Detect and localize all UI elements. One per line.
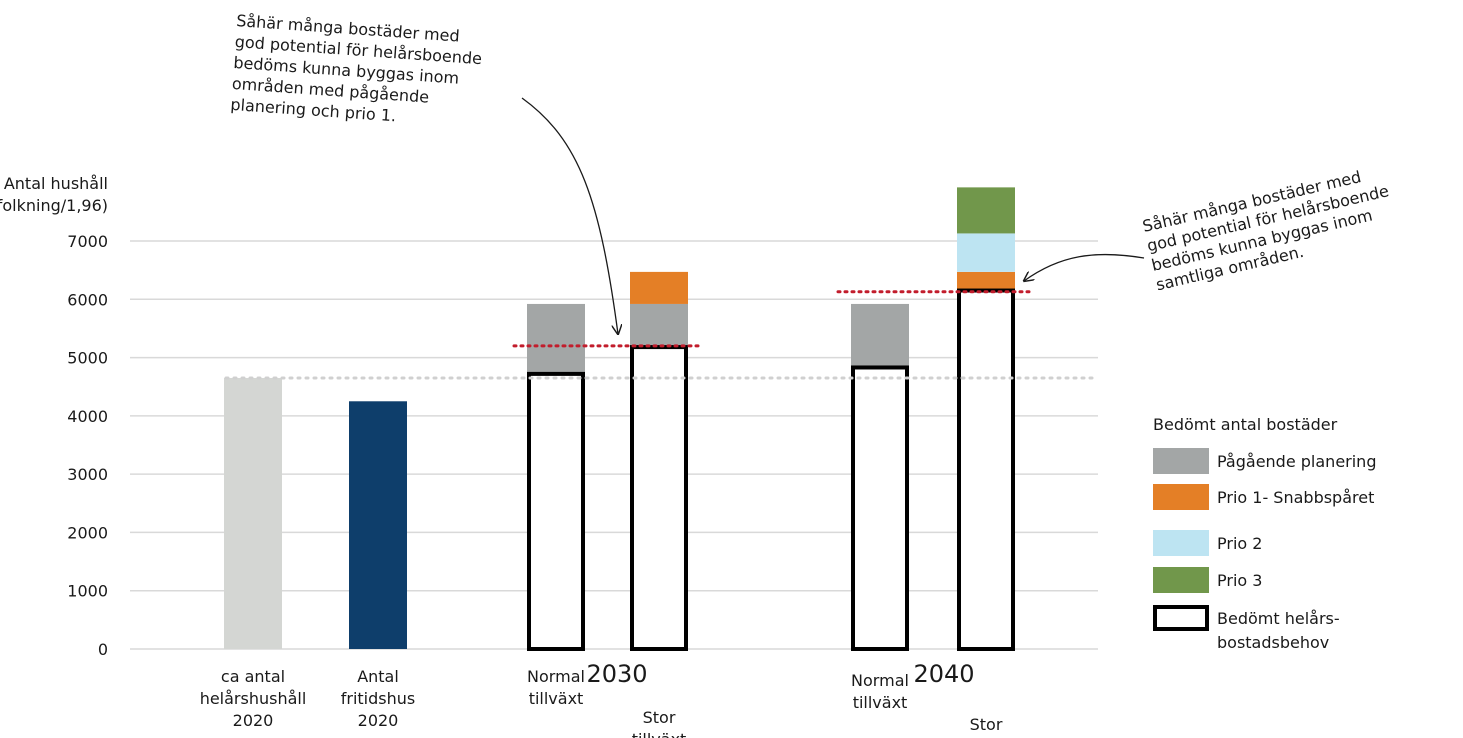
text-line: Antal hushåll xyxy=(4,174,108,193)
year-label: 2030 xyxy=(586,660,647,688)
text-line: tillväxt xyxy=(632,730,687,738)
annotation-text-2040: Såhär många bostäder medgod potential fö… xyxy=(1141,162,1400,295)
text-line: (befolkning/1,96) xyxy=(0,196,108,215)
legend-title: Bedömt antal bostäder xyxy=(1153,415,1338,434)
bar-need-outline xyxy=(630,345,688,651)
text-line: Pågående planering xyxy=(1217,452,1376,471)
x-category-label: Normal tillväxt xyxy=(851,671,909,712)
x-category-label: Stor tillväxt xyxy=(632,708,687,738)
legend-label: Prio 2 xyxy=(1217,534,1262,553)
text-line: tillväxt xyxy=(529,689,584,708)
annotation-arrow-2040 xyxy=(1024,253,1145,281)
text-line: 2020 xyxy=(233,711,274,730)
legend-swatch xyxy=(1153,530,1209,556)
x-category-labels: ca antal helårshushåll 2020 Antal fritidshus… xyxy=(200,660,1014,738)
reference-lines xyxy=(224,290,1100,380)
bar-segment-prio2 xyxy=(957,233,1015,272)
annotation-text-2030: Såhär många bostäder medgod potential fö… xyxy=(230,11,484,131)
text-line: Prio 3 xyxy=(1217,571,1262,590)
y-tick-label: 7000 xyxy=(67,232,108,251)
bar-segment-pagaende xyxy=(527,303,585,378)
y-axis-label: Antal hushåll (befolkning/1,96) xyxy=(0,174,108,215)
legend-swatch xyxy=(1153,484,1209,510)
y-tick-label: 1000 xyxy=(67,582,108,601)
legend-label: Pågående planering xyxy=(1217,452,1376,471)
text-line: Antal xyxy=(357,667,399,686)
legend: Bedömt antal bostäder Pågående planering P… xyxy=(1153,415,1376,652)
annotations: Såhär många bostäder medgod potential fö… xyxy=(230,11,1400,334)
bar-2020 xyxy=(349,401,407,649)
y-tick-label: 6000 xyxy=(67,290,108,309)
text-line: Normal xyxy=(527,667,585,686)
x-category-label: ca antal helårshushåll 2020 xyxy=(200,667,307,730)
y-tick-label: 0 xyxy=(98,640,108,659)
text-line: Prio 2 xyxy=(1217,534,1262,553)
y-tick-label: 3000 xyxy=(67,465,108,484)
legend-swatch xyxy=(1153,567,1209,593)
y-tick-labels: 0 1000 2000 3000 4000 5000 6000 7000 xyxy=(67,232,108,659)
year-label: 2040 xyxy=(913,660,974,688)
y-tick-label: 5000 xyxy=(67,349,108,368)
text-line: 2020 xyxy=(358,711,399,730)
bar-need-outline xyxy=(527,371,585,651)
y-tick-label: 4000 xyxy=(67,407,108,426)
y-axis-label-text: Antal hushåll (befolkning/1,96) xyxy=(0,174,108,215)
legend-swatch xyxy=(1153,605,1209,631)
x-category-label: Antal fritidshus 2020 xyxy=(341,667,415,730)
x-category-label: Normal tillväxt xyxy=(527,667,585,708)
grid-lines xyxy=(130,240,1098,650)
y-tick-label: 2000 xyxy=(67,523,108,542)
text-line: Prio 1- Snabbspåret xyxy=(1217,488,1374,507)
text-line: fritidshus xyxy=(341,689,415,708)
legend-label: Bedömt helårs-bostadsbehov xyxy=(1217,609,1340,652)
text-line: Bedömt helårs- xyxy=(1217,609,1340,628)
text-line: ca antal xyxy=(221,667,285,686)
bar-segment-prio1 xyxy=(630,271,688,304)
legend-label: Prio 3 xyxy=(1217,571,1262,590)
text-line: Normal xyxy=(851,671,909,690)
bar-need-outline xyxy=(957,288,1015,651)
text-line: tillväxt xyxy=(853,693,908,712)
text-line: helårshushåll xyxy=(200,689,307,708)
legend-label: Prio 1- Snabbspåret xyxy=(1217,488,1374,507)
text-line: Stor xyxy=(643,708,676,727)
text-line: bostadsbehov xyxy=(1217,633,1329,652)
bars xyxy=(224,187,1015,651)
bar-2020 xyxy=(224,377,282,649)
x-category-label: Stortillväxt xyxy=(959,715,1014,738)
legend-swatch xyxy=(1153,448,1209,474)
text-line: Stor xyxy=(970,715,1003,734)
annotation-arrow-2030 xyxy=(521,97,618,334)
bar-need-outline xyxy=(851,365,909,651)
bar-segment-prio3 xyxy=(957,187,1015,234)
